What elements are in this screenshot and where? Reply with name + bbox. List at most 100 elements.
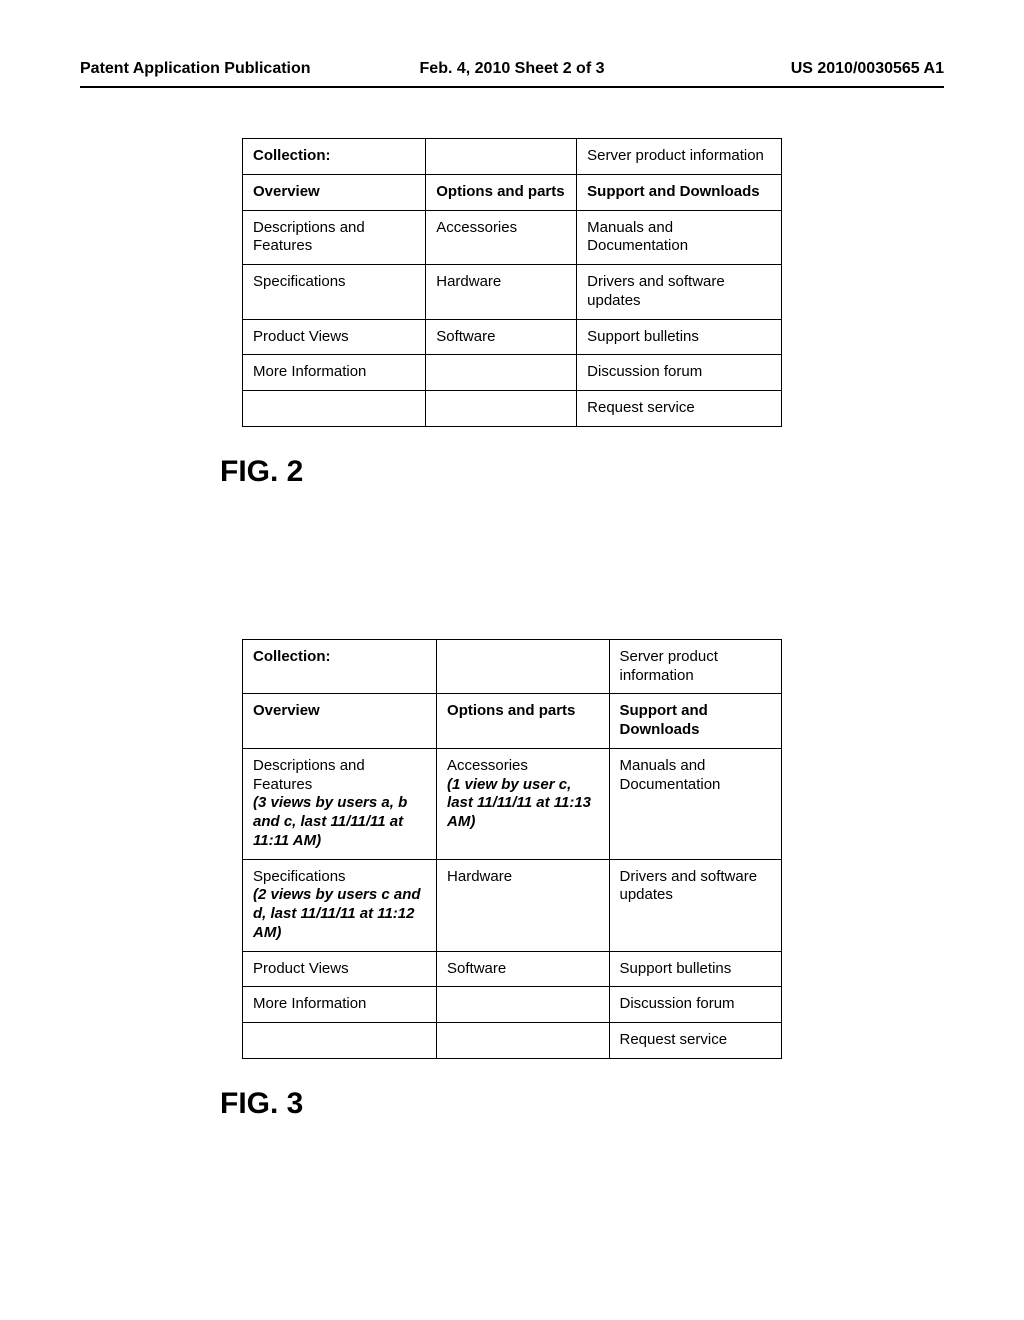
cell-text: More Information: [253, 995, 366, 1012]
cell-text: Manuals and Documentation: [620, 757, 721, 793]
figure-3: Collection: Server product informationOv…: [80, 639, 944, 1121]
cell-text: Overview: [253, 183, 320, 200]
fig2-cell: Manuals and Documentation: [577, 210, 782, 265]
cell-text: Specifications: [253, 273, 346, 290]
fig2-cell: Specifications: [243, 265, 426, 320]
fig2-row: More Information Discussion forum: [243, 355, 782, 391]
fig2-cell: Support bulletins: [577, 319, 782, 355]
fig3-cell: Hardware: [437, 859, 609, 951]
fig2-cell: Server product information: [577, 139, 782, 175]
fig3-row: Product Views Software Support bulletins: [243, 951, 782, 987]
cell-text: Support and Downloads: [587, 183, 760, 200]
fig3-cell: Support and Downloads: [609, 694, 782, 749]
fig2-cell: [426, 355, 577, 391]
fig2-cell: Drivers and software updates: [577, 265, 782, 320]
fig2-tbody: Collection: Server product informationOv…: [243, 139, 782, 427]
figure-2: Collection: Server product informationOv…: [80, 138, 944, 489]
fig3-cell: Overview: [243, 694, 437, 749]
cell-text: Drivers and software updates: [620, 868, 758, 904]
fig3-cell: Collection:: [243, 639, 437, 694]
cell-text: Specifications: [253, 868, 346, 885]
fig2-cell: Discussion forum: [577, 355, 782, 391]
cell-text: Overview: [253, 702, 320, 719]
fig3-cell: Descriptions and Features(3 views by use…: [243, 748, 437, 859]
fig3-table: Collection: Server product informationOv…: [242, 639, 782, 1059]
fig3-cell: Manuals and Documentation: [609, 748, 782, 859]
cell-text: Collection:: [253, 648, 331, 665]
fig2-cell: Product Views: [243, 319, 426, 355]
cell-text: Hardware: [436, 273, 501, 290]
header-center: Feb. 4, 2010 Sheet 2 of 3: [368, 60, 656, 78]
fig2-label: FIG. 2: [220, 455, 303, 489]
fig3-cell: [437, 639, 609, 694]
fig2-cell: Options and parts: [426, 174, 577, 210]
fig2-row: Collection: Server product information: [243, 139, 782, 175]
cell-text: Descriptions and Features: [253, 219, 365, 255]
fig3-row: Collection: Server product information: [243, 639, 782, 694]
fig3-cell: Options and parts: [437, 694, 609, 749]
fig3-row: More Information Discussion forum: [243, 987, 782, 1023]
fig2-cell: Collection:: [243, 139, 426, 175]
cell-text: Support bulletins: [587, 328, 699, 345]
fig2-cell: Hardware: [426, 265, 577, 320]
cell-text: Software: [436, 328, 495, 345]
cell-text: Options and parts: [447, 702, 575, 719]
cell-text: More Information: [253, 363, 366, 380]
cell-text: Hardware: [447, 868, 512, 885]
fig3-label: FIG. 3: [220, 1087, 303, 1121]
fig3-cell: Support bulletins: [609, 951, 782, 987]
fig2-cell: Request service: [577, 391, 782, 427]
cell-text: Discussion forum: [620, 995, 735, 1012]
cell-annotation: (2 views by users c and d, last 11/11/11…: [253, 886, 421, 941]
fig3-cell: [437, 987, 609, 1023]
fig3-cell: [437, 1023, 609, 1059]
page-header: Patent Application Publication Feb. 4, 2…: [80, 60, 944, 88]
cell-text: Product Views: [253, 328, 349, 345]
cell-text: Request service: [587, 399, 695, 416]
cell-text: Manuals and Documentation: [587, 219, 688, 255]
fig2-cell: [243, 391, 426, 427]
fig3-cell: Server product information: [609, 639, 782, 694]
cell-text: Software: [447, 960, 506, 977]
fig3-cell: Drivers and software updates: [609, 859, 782, 951]
page: Patent Application Publication Feb. 4, 2…: [0, 0, 1024, 1320]
cell-text: Support bulletins: [620, 960, 732, 977]
cell-text: Support and Downloads: [620, 702, 708, 738]
fig2-row: Request service: [243, 391, 782, 427]
fig3-cell: Discussion forum: [609, 987, 782, 1023]
header-left: Patent Application Publication: [80, 60, 368, 78]
fig3-cell: Product Views: [243, 951, 437, 987]
fig3-cell: Request service: [609, 1023, 782, 1059]
fig3-cell: More Information: [243, 987, 437, 1023]
header-right: US 2010/0030565 A1: [656, 60, 944, 78]
fig3-row: Overview Options and parts Support and Dow…: [243, 694, 782, 749]
cell-text: Accessories: [447, 757, 528, 774]
fig3-tbody: Collection: Server product informationOv…: [243, 639, 782, 1058]
fig2-cell: [426, 391, 577, 427]
fig2-row: Specifications Hardware Drivers and softwa…: [243, 265, 782, 320]
fig2-table: Collection: Server product informationOv…: [242, 138, 782, 427]
cell-text: Collection:: [253, 147, 331, 164]
fig3-cell: Accessories (1 view by user c, last 11/11…: [437, 748, 609, 859]
cell-text: Product Views: [253, 960, 349, 977]
cell-annotation: (3 views by users a, b and c, last 11/11…: [253, 794, 407, 849]
fig3-row: Request service: [243, 1023, 782, 1059]
fig2-cell: Software: [426, 319, 577, 355]
cell-text: Discussion forum: [587, 363, 702, 380]
cell-text: Server product information: [620, 648, 718, 684]
fig2-cell: Descriptions and Features: [243, 210, 426, 265]
cell-text: Accessories: [436, 219, 517, 236]
fig3-cell: Software: [437, 951, 609, 987]
fig2-cell: Accessories: [426, 210, 577, 265]
fig3-cell: [243, 1023, 437, 1059]
fig2-cell: Support and Downloads: [577, 174, 782, 210]
fig2-row: Overview Options and parts Support and Dow…: [243, 174, 782, 210]
cell-text: Options and parts: [436, 183, 564, 200]
fig3-cell: Specifications(2 views by users c and d,…: [243, 859, 437, 951]
cell-text: Request service: [620, 1031, 728, 1048]
fig3-row: Specifications(2 views by users c and d,…: [243, 859, 782, 951]
cell-text: Server product information: [587, 147, 764, 164]
cell-annotation: (1 view by user c, last 11/11/11 at 11:1…: [447, 776, 591, 831]
fig2-cell: Overview: [243, 174, 426, 210]
fig2-row: Descriptions and Features Accessories Manu…: [243, 210, 782, 265]
